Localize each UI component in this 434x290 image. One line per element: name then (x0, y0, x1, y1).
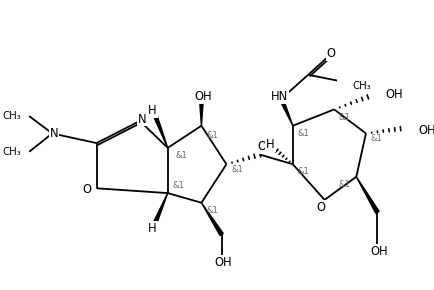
Text: OH: OH (194, 90, 212, 104)
Text: OH: OH (214, 256, 232, 269)
Text: &1: &1 (175, 151, 187, 160)
Polygon shape (152, 113, 168, 148)
Text: &1: &1 (297, 129, 309, 138)
Text: &1: &1 (370, 134, 381, 143)
Text: N: N (50, 127, 59, 140)
Text: &1: &1 (297, 167, 309, 176)
Text: &1: &1 (206, 206, 217, 215)
Text: HN: HN (270, 90, 287, 104)
Text: OH: OH (384, 88, 402, 102)
Polygon shape (355, 177, 378, 213)
Text: OH: OH (417, 124, 434, 137)
Polygon shape (201, 203, 223, 235)
Text: H: H (266, 139, 274, 151)
Text: CH₃: CH₃ (3, 147, 21, 157)
Text: CH₃: CH₃ (352, 81, 370, 91)
Text: &1: &1 (206, 131, 217, 140)
Text: &1: &1 (172, 181, 184, 190)
Text: &1: &1 (231, 164, 243, 173)
Text: O: O (326, 47, 335, 60)
Text: H: H (148, 222, 156, 235)
Text: H: H (148, 104, 156, 117)
Text: OH: OH (370, 245, 387, 258)
Text: N: N (137, 113, 146, 126)
Text: O: O (316, 201, 325, 214)
Text: &1: &1 (338, 180, 350, 189)
Polygon shape (199, 99, 203, 126)
Polygon shape (152, 193, 168, 226)
Text: O: O (82, 183, 91, 196)
Text: &1: &1 (338, 113, 350, 122)
Text: O: O (257, 140, 266, 153)
Polygon shape (279, 98, 292, 126)
Text: CH₃: CH₃ (3, 111, 21, 121)
